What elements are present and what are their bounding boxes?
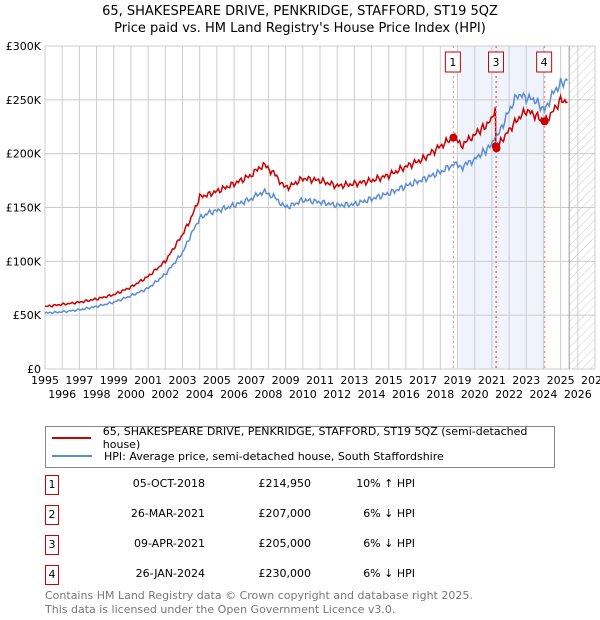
property-price-line — [44, 93, 568, 308]
x-tick-label: 2002 — [151, 388, 179, 401]
x-tick-label: 2020 — [461, 388, 489, 401]
chart-title: 65, SHAKESPEARE DRIVE, PENKRIDGE, STAFFO… — [102, 4, 498, 19]
y-tick-label: £0 — [27, 363, 41, 376]
transaction-date: 09-APR-2021 — [133, 537, 205, 550]
transaction-number: 2 — [45, 505, 59, 525]
marker-box — [444, 51, 461, 73]
transaction-date: 26-JAN-2024 — [135, 567, 205, 580]
transaction-number: 4 — [45, 565, 59, 585]
x-tick-label: 2024 — [529, 388, 557, 401]
x-tick-label: 2017 — [409, 374, 437, 387]
marker-label: 3 — [493, 56, 500, 69]
footer-copyright: Contains HM Land Registry data © Crown c… — [45, 589, 473, 602]
y-tick-label: £150K — [6, 202, 42, 215]
x-tick-label: 2007 — [237, 374, 265, 387]
transaction-hpi: 6% ↓ HPI — [363, 567, 415, 580]
legend-label-property: 65, SHAKESPEARE DRIVE, PENKRIDGE, STAFFO… — [102, 425, 528, 451]
x-tick-label: 2001 — [134, 374, 162, 387]
x-tick-label: 1995 — [31, 374, 59, 387]
y-tick-label: £250K — [6, 94, 42, 107]
x-tick-label: 2004 — [186, 388, 214, 401]
marker-box — [488, 51, 505, 73]
transaction-number: 3 — [45, 535, 59, 555]
footer-licence: This data is licensed under the Open Gov… — [45, 603, 396, 616]
y-tick-label: £100K — [6, 255, 42, 268]
x-tick-label: 2011 — [306, 374, 334, 387]
x-tick-label: 2015 — [375, 374, 403, 387]
x-tick-label: 2005 — [203, 374, 231, 387]
transaction-hpi: 6% ↓ HPI — [363, 507, 415, 520]
x-tick-label: 2019 — [444, 374, 472, 387]
x-tick-label: 2023 — [512, 374, 540, 387]
x-tick-label: 1997 — [65, 374, 93, 387]
x-tick-label: 2014 — [358, 388, 386, 401]
marker-box — [536, 51, 553, 73]
transaction-hpi: 10% ↑ HPI — [356, 477, 415, 490]
transaction-price: £214,950 — [258, 477, 312, 490]
y-tick-label: £300K — [6, 40, 42, 53]
x-tick-label: 2018 — [426, 388, 454, 401]
x-tick-label: 1999 — [100, 374, 128, 387]
sale-point — [540, 117, 549, 126]
x-tick-label: 1996 — [48, 388, 76, 401]
transaction-number: 1 — [45, 475, 59, 495]
transaction-date: 05-OCT-2018 — [132, 477, 205, 490]
x-tick-label: 2009 — [272, 374, 300, 387]
sale-point — [449, 133, 458, 142]
x-tick-label: 1998 — [83, 388, 111, 401]
x-tick-label: 2010 — [289, 388, 317, 401]
x-tick-label: 2027 — [581, 374, 600, 387]
transaction-date: 26-MAR-2021 — [130, 507, 205, 520]
x-tick-label: 2016 — [392, 388, 420, 401]
legend-item-hpi: HPI: Average price, semi-detached house,… — [46, 448, 444, 464]
legend-swatch-blue — [52, 455, 92, 457]
table-row: 1 05-OCT-2018 £214,950 10% ↑ HPI — [45, 475, 545, 495]
transaction-price: £205,000 — [258, 537, 312, 550]
legend: 65, SHAKESPEARE DRIVE, PENKRIDGE, STAFFO… — [45, 425, 555, 468]
legend-swatch-red — [52, 437, 91, 439]
legend-label-hpi: HPI: Average price, semi-detached house,… — [104, 449, 444, 463]
x-tick-label: 2026 — [564, 388, 592, 401]
y-tick-label: £50K — [13, 309, 42, 322]
x-tick-label: 2012 — [323, 388, 351, 401]
transaction-hpi: 6% ↓ HPI — [363, 537, 415, 550]
x-tick-label: 2006 — [220, 388, 248, 401]
marker-label: 4 — [541, 56, 548, 69]
sale-point — [492, 144, 501, 153]
marker-label: 1 — [449, 56, 456, 69]
x-tick-label: 2008 — [254, 388, 282, 401]
price-chart: 1 3 41995199619971998199920002001200220032… — [6, 40, 600, 401]
x-tick-label: 2013 — [340, 374, 368, 387]
x-tick-label: 2000 — [117, 388, 145, 401]
legend-item-property: 65, SHAKESPEARE DRIVE, PENKRIDGE, STAFFO… — [46, 425, 554, 451]
chart-subtitle: Price paid vs. HM Land Registry's House … — [114, 21, 486, 36]
table-row: 4 26-JAN-2024 £230,000 6% ↓ HPI — [45, 565, 545, 585]
x-tick-label: 2022 — [495, 388, 523, 401]
x-tick-label: 2021 — [478, 374, 506, 387]
y-tick-label: £200K — [6, 148, 42, 161]
table-row: 2 26-MAR-2021 £207,000 6% ↓ HPI — [45, 505, 545, 525]
x-tick-label: 2003 — [169, 374, 197, 387]
table-row: 3 09-APR-2021 £205,000 6% ↓ HPI — [45, 535, 545, 555]
transaction-price: £230,000 — [258, 567, 312, 580]
hpi-line — [44, 77, 569, 315]
x-tick-label: 2025 — [547, 374, 575, 387]
transaction-price: £207,000 — [258, 507, 312, 520]
